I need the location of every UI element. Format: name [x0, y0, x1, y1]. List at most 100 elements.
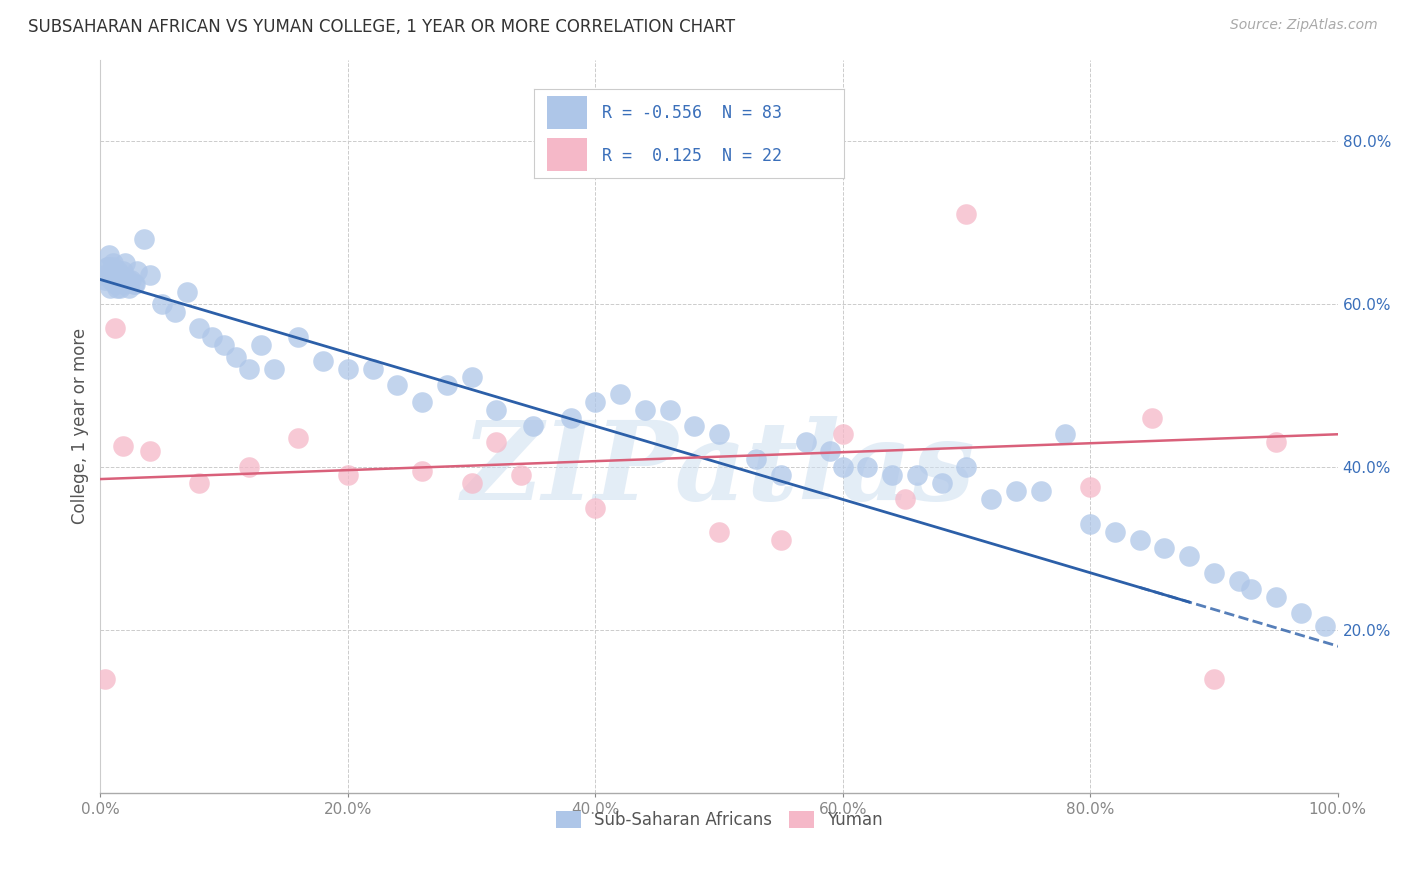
Point [336, 362, 359, 376]
Point [831, 427, 853, 442]
Point [225, 350, 247, 364]
Point [118, 280, 141, 294]
Point [1104, 524, 1126, 539]
Point [238, 362, 260, 376]
Text: SUBSAHARAN AFRICAN VS YUMAN COLLEGE, 1 YEAR OR MORE CORRELATION CHART: SUBSAHARAN AFRICAN VS YUMAN COLLEGE, 1 Y… [28, 18, 735, 36]
Point [609, 386, 631, 401]
Point [583, 500, 606, 515]
Point [831, 459, 853, 474]
Point [1153, 541, 1175, 556]
Point [201, 329, 224, 343]
Point [150, 297, 173, 311]
Point [287, 329, 309, 343]
Point [955, 207, 977, 221]
Point [387, 378, 409, 392]
Point [856, 459, 879, 474]
Point [98, 280, 121, 294]
Point [745, 451, 768, 466]
Point [411, 464, 433, 478]
Point [98, 248, 121, 262]
Point [104, 268, 127, 283]
Point [460, 370, 482, 384]
Point [1264, 435, 1286, 450]
Point [1202, 672, 1225, 686]
Text: ZIPatlas: ZIPatlas [463, 417, 976, 524]
Point [103, 277, 125, 291]
Point [634, 402, 657, 417]
Point [163, 305, 186, 319]
Point [105, 277, 128, 291]
Point [93, 268, 115, 283]
Point [485, 402, 508, 417]
Text: R =  0.125  N = 22: R = 0.125 N = 22 [602, 147, 782, 165]
Point [122, 277, 145, 291]
Point [111, 440, 134, 454]
Point [132, 232, 155, 246]
Point [361, 362, 384, 376]
Point [103, 264, 125, 278]
Point [1054, 427, 1077, 442]
Point [188, 321, 211, 335]
Point [955, 459, 977, 474]
Point [1227, 574, 1250, 588]
Point [250, 337, 273, 351]
Point [820, 443, 842, 458]
Point [104, 321, 127, 335]
Point [1289, 607, 1312, 621]
Text: R = -0.556  N = 83: R = -0.556 N = 83 [602, 104, 782, 122]
Point [263, 362, 285, 376]
Point [97, 260, 120, 275]
Point [107, 264, 129, 278]
Point [139, 443, 162, 458]
Point [658, 402, 681, 417]
Point [583, 394, 606, 409]
Point [94, 272, 117, 286]
Point [1005, 484, 1028, 499]
Point [120, 272, 142, 286]
Point [522, 419, 544, 434]
Point [560, 411, 582, 425]
Point [312, 354, 335, 368]
Point [905, 468, 928, 483]
Point [100, 272, 122, 286]
Point [1178, 549, 1201, 564]
Point [1202, 566, 1225, 580]
Point [110, 268, 132, 283]
Point [485, 435, 508, 450]
Point [127, 264, 149, 278]
Point [101, 256, 124, 270]
Point [105, 280, 128, 294]
Point [1129, 533, 1152, 548]
Point [112, 277, 135, 291]
Point [411, 394, 433, 409]
Point [238, 459, 260, 474]
Point [336, 468, 359, 483]
Point [882, 468, 904, 483]
Point [510, 468, 533, 483]
Point [287, 431, 309, 445]
Point [1315, 618, 1337, 632]
Y-axis label: College, 1 year or more: College, 1 year or more [72, 328, 89, 524]
Point [139, 268, 162, 283]
Point [111, 264, 134, 278]
Point [1029, 484, 1052, 499]
Point [1240, 582, 1263, 596]
Point [769, 468, 792, 483]
Point [1140, 411, 1163, 425]
Point [188, 476, 211, 491]
Point [114, 256, 136, 270]
Point [124, 277, 146, 291]
Point [96, 260, 118, 275]
Point [1078, 480, 1101, 494]
Point [212, 337, 235, 351]
Point [115, 272, 138, 286]
Bar [547, 96, 586, 129]
Point [1078, 516, 1101, 531]
Point [460, 476, 482, 491]
Point [108, 280, 131, 294]
Point [117, 272, 139, 286]
Point [1264, 590, 1286, 604]
Point [104, 268, 127, 283]
Point [108, 272, 131, 286]
Legend: Sub-Saharan Africans, Yuman: Sub-Saharan Africans, Yuman [548, 804, 889, 836]
